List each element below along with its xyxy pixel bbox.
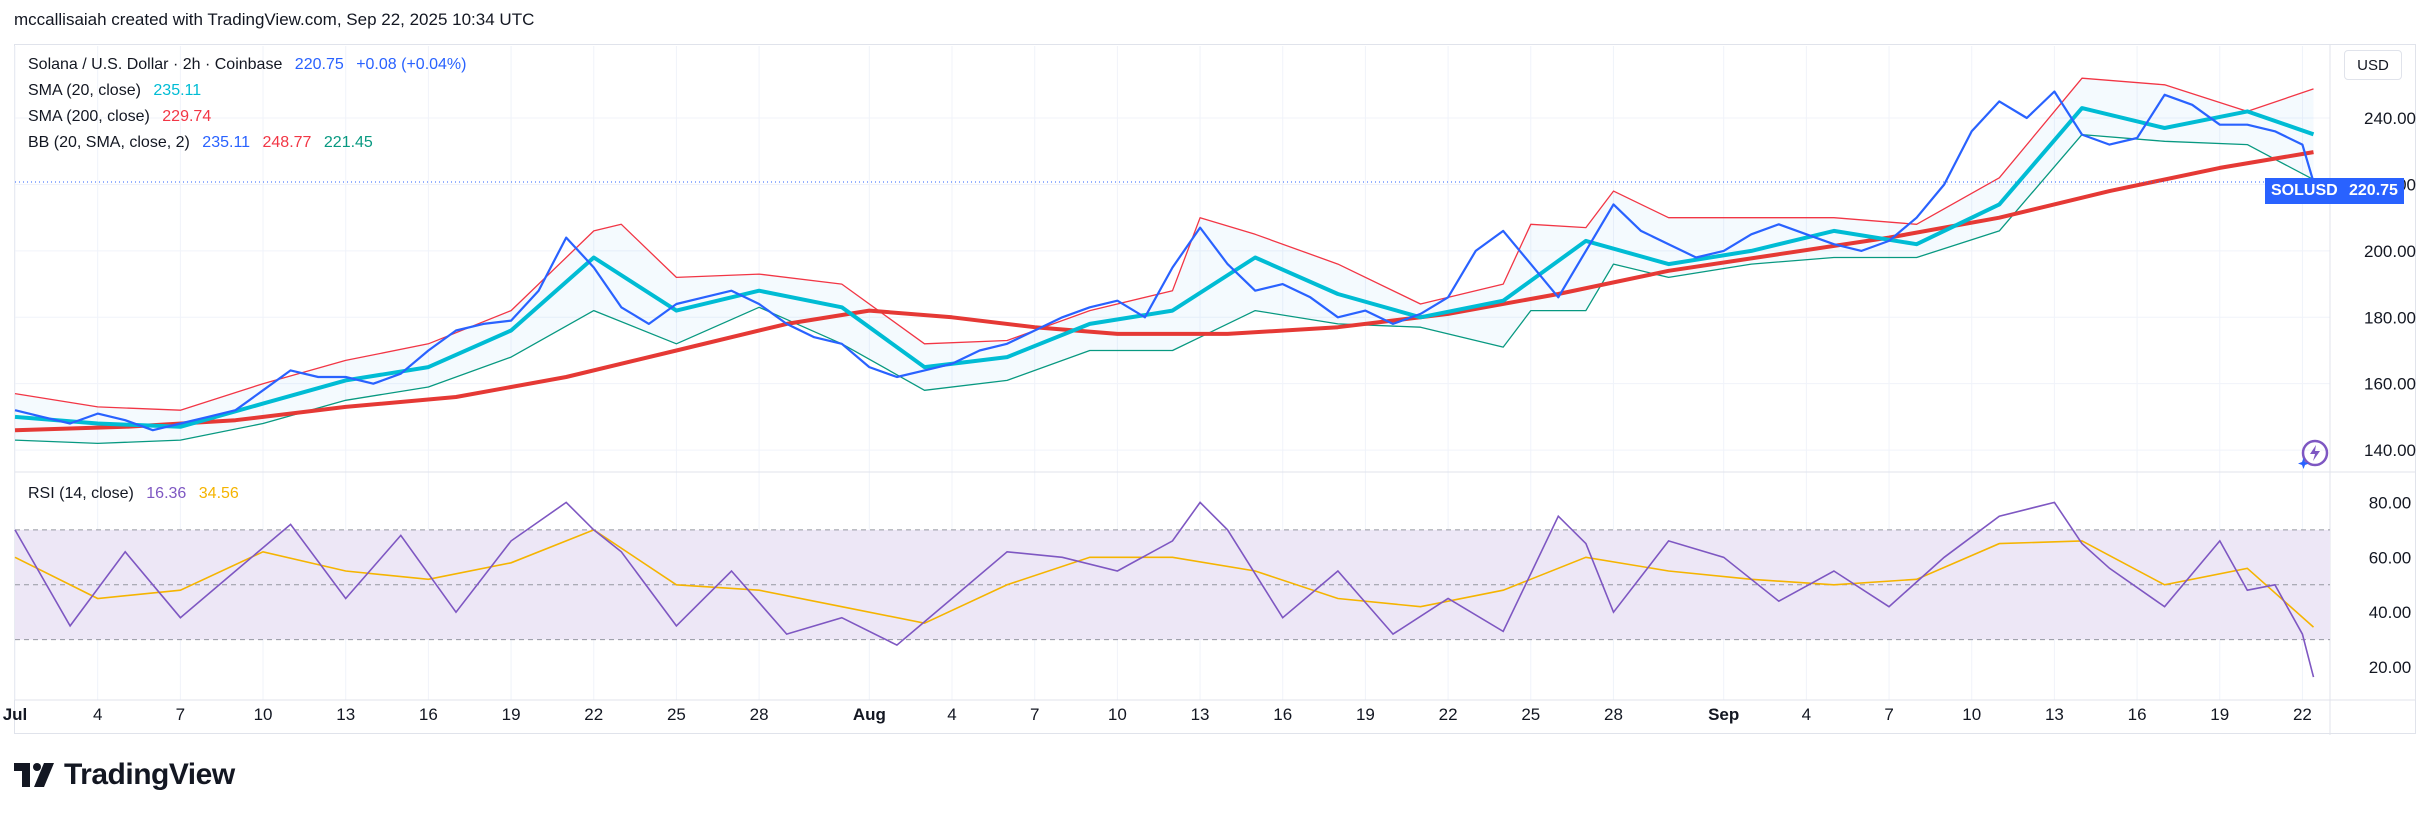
legend-bb-basis: 235.11	[202, 134, 251, 151]
legend-symbol-row: Solana / U.S. Dollar · 2h · Coinbase 220…	[28, 56, 474, 74]
price-axis-tick-label: 180.00	[2364, 308, 2416, 327]
time-axis-tick-label: 4	[93, 705, 102, 724]
currency-selector[interactable]: USD	[2344, 50, 2402, 80]
time-axis-tick-label: 19	[2210, 705, 2229, 724]
time-axis-tick-label: 28	[750, 705, 769, 724]
time-axis-tick-label: 22	[2293, 705, 2312, 724]
time-axis-tick-label: Aug	[853, 705, 886, 724]
time-axis-tick-label: 4	[947, 705, 956, 724]
time-axis-tick-label: 13	[336, 705, 355, 724]
legend-bb-label: BB (20, SMA, close, 2)	[28, 134, 190, 151]
legend-sma200-row: SMA (200, close) 229.74	[28, 108, 219, 126]
bb-lower-line	[14, 133, 2314, 445]
tradingview-logo[interactable]: TradingView	[14, 758, 235, 792]
time-axis-tick-label: 16	[419, 705, 438, 724]
rsi-axis-tick-label: 40.00	[2369, 603, 2412, 622]
time-axis-tick-label: 13	[2045, 705, 2064, 724]
legend-bb-upper: 248.77	[262, 134, 312, 151]
price-series	[14, 77, 2330, 445]
legend-change: +0.08 (+0.04%)	[356, 56, 467, 73]
time-axis-tick-label: 25	[667, 705, 686, 724]
rsi-axis-tick-label: 60.00	[2369, 548, 2412, 567]
legend-sma20-value: 235.11	[153, 82, 202, 99]
time-axis-tick-label: 4	[1802, 705, 1811, 724]
time-axis-tick-label: 7	[1884, 705, 1893, 724]
price-axis-tick-label: 240.00	[2364, 109, 2416, 128]
chart-credit: mccallisaiah created with TradingView.co…	[14, 10, 535, 29]
tradingview-logo-icon	[14, 763, 54, 787]
time-axis-tick-label: 22	[1439, 705, 1458, 724]
flash-icon[interactable]	[2296, 436, 2330, 470]
legend-sma20-label: SMA (20, close)	[28, 82, 141, 99]
price-axis-tick-label: 160.00	[2364, 375, 2416, 394]
price-tag-value: 220.75	[2343, 178, 2404, 204]
legend-bb-row: BB (20, SMA, close, 2) 235.11 248.77 221…	[28, 134, 381, 152]
rsi-axis-tick-label: 20.00	[2369, 658, 2412, 677]
price-axis-tick-label: 140.00	[2364, 441, 2416, 460]
sma200-line	[14, 150, 2314, 433]
legend-rsi-ma: 34.56	[198, 485, 239, 502]
price-line	[14, 90, 2315, 432]
time-axis-tick-label: 7	[1030, 705, 1039, 724]
legend-last-price: 220.75	[294, 56, 344, 73]
sma20-line	[14, 106, 2315, 429]
price-axis-tick-label: 200.00	[2364, 242, 2416, 261]
time-axis-tick-label: 22	[584, 705, 603, 724]
time-axis-tick-label: 13	[1191, 705, 1210, 724]
legend-rsi-label: RSI (14, close)	[28, 485, 134, 502]
bb-upper-line	[14, 77, 2314, 411]
time-axis-tick-label: 10	[1962, 705, 1981, 724]
legend-sma200-value: 229.74	[162, 108, 212, 125]
time-axis-tick-label: Sep	[1708, 705, 1739, 724]
time-axis-tick-label: 10	[1108, 705, 1127, 724]
time-axis-tick-label: 28	[1604, 705, 1623, 724]
price-tag-symbol: SOLUSD	[2265, 178, 2344, 204]
bollinger-band-fill	[15, 78, 2314, 444]
rsi-panel	[14, 501, 2330, 678]
time-axis-tick-label: 7	[176, 705, 185, 724]
rsi-axis-tick-label: 80.00	[2369, 493, 2412, 512]
time-axis-tick-label: 25	[1521, 705, 1540, 724]
legend-sma20-row: SMA (20, close) 235.11	[28, 82, 209, 100]
rsi-line	[14, 501, 2315, 678]
tradingview-logo-text: TradingView	[64, 758, 235, 791]
time-axis-tick-label: Jul	[3, 705, 28, 724]
time-axis-tick-label: 19	[502, 705, 521, 724]
legend-bb-lower: 221.45	[323, 134, 373, 151]
rsi-ma-line	[14, 529, 2315, 628]
legend-rsi-value: 16.36	[146, 485, 187, 502]
bollinger-fill-area	[15, 78, 2314, 444]
legend-sma200-label: SMA (200, close)	[28, 108, 150, 125]
legend-rsi-row: RSI (14, close) 16.36 34.56	[28, 485, 247, 503]
time-axis-tick-label: 16	[1273, 705, 1292, 724]
time-axis-tick-label: 10	[254, 705, 273, 724]
rsi-band-fill	[15, 529, 2330, 640]
legend-symbol: Solana / U.S. Dollar · 2h · Coinbase	[28, 56, 283, 73]
time-axis-tick-label: 16	[2128, 705, 2147, 724]
time-axis-tick-label: 19	[1356, 705, 1375, 724]
